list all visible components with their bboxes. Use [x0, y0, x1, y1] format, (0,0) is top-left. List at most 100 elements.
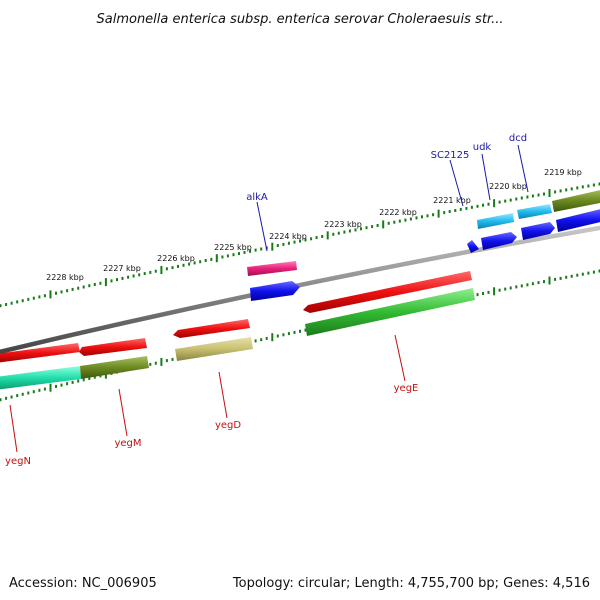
- inner-ring-minor-tick: [5, 396, 8, 400]
- inner-ring-minor-tick: [66, 382, 69, 386]
- outer-ring-minor-tick: [27, 297, 30, 301]
- kbp-label-2225: 2225 kbp: [214, 243, 252, 252]
- inner-ring-minor-tick: [171, 357, 174, 361]
- outer-ring-minor-tick: [426, 214, 429, 218]
- gene-yegM[interactable]: [79, 338, 147, 356]
- kbp-label-2223: 2223 kbp: [324, 220, 362, 229]
- inner-ring-minor-tick: [16, 394, 19, 398]
- outer-ring-minor-tick: [526, 195, 529, 199]
- inner-ring-minor-tick: [570, 274, 573, 278]
- label-yegM: yegM: [114, 438, 141, 449]
- outer-ring-major-tick: [548, 189, 551, 197]
- leader-yegN: [9, 404, 18, 453]
- outer-ring-minor-tick: [93, 283, 96, 286]
- outer-ring-minor-tick: [249, 249, 252, 253]
- outer-ring-minor-tick: [343, 230, 346, 234]
- gene-right-edge-top[interactable]: [552, 189, 600, 212]
- outer-ring-minor-tick: [293, 240, 296, 244]
- outer-ring-minor-tick: [110, 279, 113, 283]
- inner-ring-minor-tick: [149, 362, 152, 366]
- outer-ring-minor-tick: [116, 278, 118, 282]
- inner-ring-minor-tick: [88, 377, 91, 380]
- inner-ring-minor-tick: [32, 390, 35, 394]
- gene-dcd-cds[interactable]: [521, 222, 555, 240]
- leader-dcd: [517, 144, 529, 193]
- kbp-label-2228: 2228 kbp: [46, 273, 84, 282]
- outer-ring-minor-tick: [409, 217, 412, 221]
- outer-ring-major-tick: [49, 290, 52, 299]
- outer-ring-major-tick: [382, 220, 385, 229]
- outer-ring-minor-tick: [509, 198, 512, 202]
- inner-ring-minor-tick: [165, 359, 168, 363]
- gene-SC2125-cds[interactable]: [467, 240, 479, 253]
- inner-ring-minor-tick: [520, 284, 523, 288]
- inner-ring-minor-tick: [27, 391, 30, 395]
- outer-ring-minor-tick: [177, 264, 179, 268]
- inner-ring-minor-tick: [82, 378, 85, 382]
- inner-ring-minor-tick: [276, 334, 279, 338]
- feature-yegE[interactable]: [305, 288, 475, 336]
- outer-ring-minor-tick: [321, 235, 324, 238]
- feature-yegD[interactable]: [175, 337, 253, 361]
- gene-yegE[interactable]: [303, 271, 472, 313]
- outer-ring-minor-tick: [592, 183, 595, 187]
- outer-ring-minor-tick: [576, 186, 579, 190]
- gene-labels: alkA SC2125 udk dcd yegN yegM yegD yegE: [5, 133, 527, 467]
- outer-ring-minor-tick: [154, 269, 157, 273]
- inner-ring-minor-tick: [154, 361, 157, 365]
- feature-yegM[interactable]: [80, 356, 149, 379]
- inner-ring-minor-tick: [254, 339, 257, 343]
- gene-alkA-cds[interactable]: [250, 281, 300, 301]
- inner-ring-minor-tick: [598, 269, 600, 273]
- outer-ring-minor-tick: [554, 190, 557, 194]
- leader-yegM: [118, 388, 128, 437]
- gene-udk-cds[interactable]: [481, 232, 517, 250]
- outer-ring-minor-tick: [182, 263, 185, 267]
- gene-udk[interactable]: [477, 213, 514, 229]
- outer-ring-minor-tick: [387, 221, 390, 225]
- outer-ring-minor-tick: [598, 182, 600, 186]
- outer-ring-minor-tick: [337, 231, 340, 235]
- inner-ring-minor-tick: [93, 375, 96, 379]
- gene-alkA[interactable]: [247, 261, 297, 276]
- kbp-label-2222: 2222 kbp: [379, 208, 417, 217]
- gene-right-edge-cds[interactable]: [556, 208, 600, 232]
- outer-ring-minor-tick: [482, 203, 484, 207]
- inner-ring-minor-tick: [554, 277, 557, 281]
- outer-ring-minor-tick: [5, 303, 8, 306]
- inner-ring-minor-tick: [77, 379, 80, 383]
- outer-ring-minor-tick: [393, 220, 396, 224]
- inner-ring-major-tick: [49, 383, 52, 392]
- outer-ring-major-tick: [271, 242, 274, 251]
- outer-ring-minor-tick: [143, 272, 146, 276]
- outer-ring-minor-tick: [543, 192, 545, 196]
- gene-yegD[interactable]: [173, 319, 250, 338]
- accession-text: Accession: NC_006905: [9, 576, 157, 591]
- gene-dcd[interactable]: [517, 204, 552, 219]
- kbp-labels: 2228 kbp 2227 kbp 2226 kbp 2225 kbp 2224…: [46, 168, 582, 282]
- outer-ring-minor-tick: [210, 257, 213, 261]
- outer-ring-minor-tick: [71, 287, 74, 291]
- outer-ring-minor-tick: [188, 262, 191, 266]
- feature-yegN[interactable]: [0, 366, 81, 390]
- outer-ring-minor-tick: [581, 185, 584, 189]
- outer-ring-minor-tick: [260, 247, 263, 251]
- inner-ring-minor-tick: [304, 328, 307, 332]
- inner-ring-major-tick: [271, 333, 274, 342]
- inner-ring-minor-tick: [287, 332, 290, 336]
- inner-ring-major-tick: [493, 287, 496, 296]
- outer-ring-minor-tick: [537, 193, 540, 197]
- inner-ring-minor-tick: [565, 275, 568, 279]
- gene-yegN[interactable]: [0, 343, 80, 363]
- outer-ring-minor-tick: [232, 253, 235, 257]
- inner-ring-minor-tick: [55, 384, 57, 388]
- outer-ring-minor-tick: [587, 184, 590, 188]
- outer-ring-major-tick: [437, 209, 440, 218]
- outer-ring-minor-tick: [304, 238, 307, 242]
- inner-ring-minor-tick: [293, 330, 296, 334]
- outer-ring-minor-tick: [371, 225, 374, 229]
- outer-ring-minor-tick: [149, 270, 152, 274]
- inner-ring-minor-tick: [531, 282, 534, 286]
- inner-ring-minor-tick: [559, 276, 562, 280]
